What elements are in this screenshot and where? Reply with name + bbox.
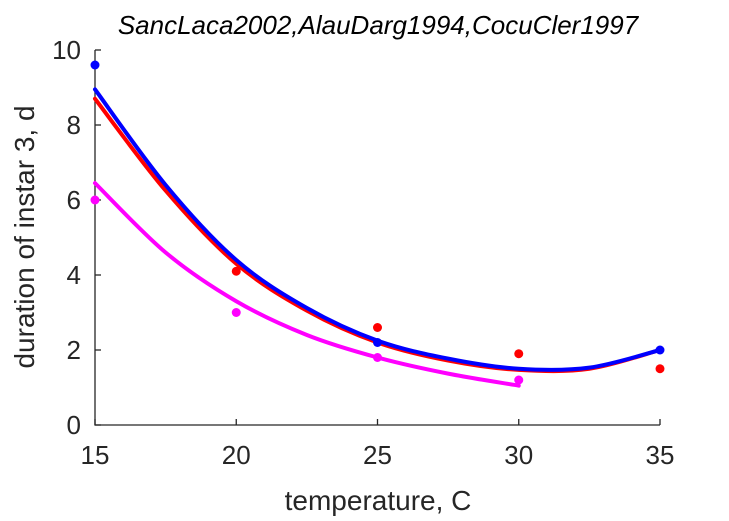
data-point bbox=[231, 308, 241, 317]
x-tick-label: 15 bbox=[81, 440, 110, 470]
data-points bbox=[90, 60, 665, 385]
data-point bbox=[655, 364, 665, 374]
x-tick-label: 35 bbox=[646, 440, 675, 470]
data-point bbox=[90, 195, 100, 205]
y-axis-label: duration of instar 3, d bbox=[9, 105, 40, 368]
y-tick-label: 6 bbox=[67, 185, 81, 215]
x-axis-label: temperature, C bbox=[285, 485, 472, 516]
x-tick-label: 30 bbox=[504, 440, 533, 470]
data-point bbox=[90, 60, 100, 70]
data-point bbox=[373, 338, 382, 347]
data-point bbox=[373, 353, 382, 362]
y-tick-label: 10 bbox=[52, 35, 81, 65]
data-point bbox=[373, 323, 382, 332]
fit-lines bbox=[93, 87, 662, 388]
fit-line-2 bbox=[93, 181, 521, 388]
data-point bbox=[514, 375, 524, 385]
y-tick-label: 4 bbox=[67, 260, 81, 290]
y-tick-label: 8 bbox=[67, 110, 81, 140]
chart-title: SancLaca2002,AlauDarg1994,CocuCler1997 bbox=[118, 10, 640, 40]
axes: 15 20 25 30 35 0 2 4 6 8 10 bbox=[52, 35, 674, 470]
x-tick-label: 20 bbox=[222, 440, 251, 470]
data-point bbox=[231, 266, 241, 276]
x-tick-label: 25 bbox=[363, 440, 392, 470]
fit-line-1 bbox=[93, 87, 662, 372]
data-point bbox=[514, 349, 524, 359]
y-tick-label: 0 bbox=[67, 410, 81, 440]
data-point bbox=[655, 345, 665, 355]
y-tick-label: 2 bbox=[67, 335, 81, 365]
